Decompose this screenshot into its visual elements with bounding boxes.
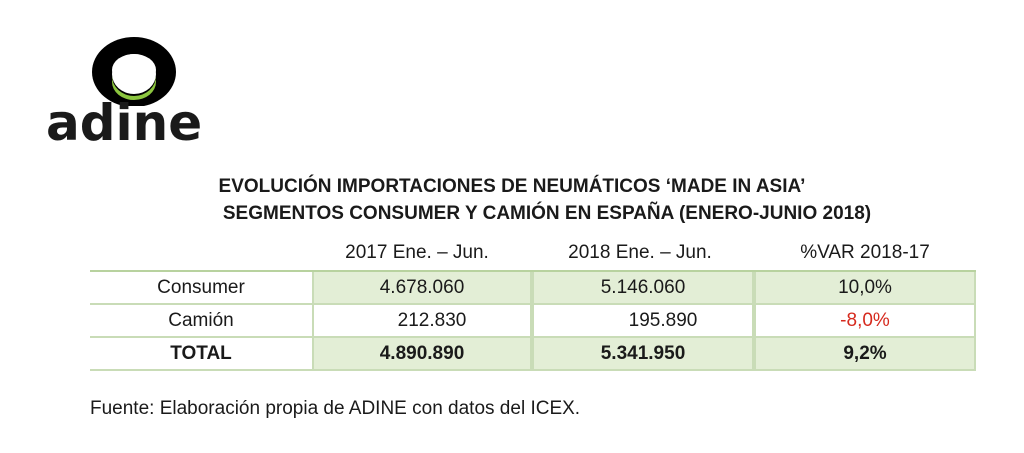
logo-ring-icon: [92, 37, 176, 106]
table-header: 2017 Ene. – Jun. 2018 Ene. – Jun. %VAR 2…: [90, 240, 976, 270]
cell-2017: 212.830: [312, 305, 532, 336]
cell-2017: 4.890.890: [312, 338, 532, 369]
column-header-2018: 2018 Ene. – Jun.: [568, 242, 712, 263]
adine-logo: adine: [40, 26, 230, 151]
title-line-1: EVOLUCIÓN IMPORTACIONES DE NEUMÁTICOS ‘M…: [218, 176, 806, 197]
title-line-2: SEGMENTOS CONSUMER Y CAMIÓN EN ESPAÑA (E…: [222, 203, 872, 224]
column-header-var: %VAR 2018-17: [800, 242, 930, 263]
cell-var: 10,0%: [754, 272, 976, 303]
table-title: EVOLUCIÓN IMPORTACIONES DE NEUMÁTICOS ‘M…: [0, 173, 1024, 227]
logo-wordmark: adine: [46, 94, 203, 152]
table-row-total: TOTAL 4.890.890 5.341.950 9,2%: [90, 338, 976, 371]
cell-var-negative: -8,0%: [754, 305, 976, 336]
imports-table: 2017 Ene. – Jun. 2018 Ene. – Jun. %VAR 2…: [90, 240, 976, 371]
table-row-camion: Camión 212.830 195.890 -8,0%: [90, 303, 976, 338]
column-header-2017: 2017 Ene. – Jun.: [345, 242, 489, 263]
table-row-consumer: Consumer 4.678.060 5.146.060 10,0%: [90, 270, 976, 303]
cell-2018: 195.890: [532, 305, 754, 336]
cell-var: 9,2%: [754, 338, 976, 369]
row-label: Consumer: [157, 277, 245, 298]
row-label: TOTAL: [170, 343, 232, 364]
cell-2018: 5.341.950: [532, 338, 754, 369]
source-note: Fuente: Elaboración propia de ADINE con …: [90, 398, 581, 419]
cell-2017: 4.678.060: [312, 272, 532, 303]
cell-2018: 5.146.060: [532, 272, 754, 303]
row-label: Camión: [168, 310, 234, 331]
